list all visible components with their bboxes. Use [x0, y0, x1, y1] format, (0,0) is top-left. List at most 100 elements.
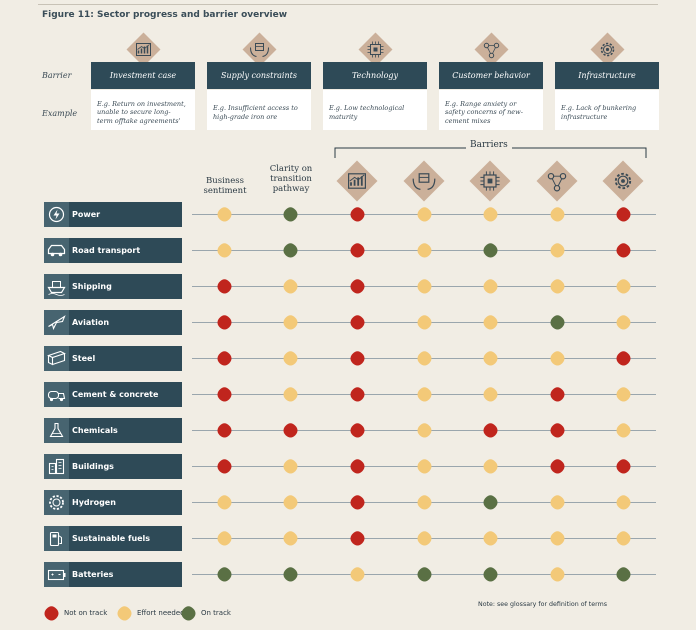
status-dot-effort-needed — [615, 422, 632, 439]
barrier-example: E.g. Insufficient access to high-grade ir… — [207, 90, 311, 130]
sector-row-label: Chemicals — [44, 418, 182, 443]
chip-icon — [358, 32, 393, 67]
status-dot-effort-needed — [282, 386, 299, 403]
status-dot-effort-needed — [416, 350, 433, 367]
example-line: maturity — [329, 112, 358, 121]
sector-name: Batteries — [72, 570, 114, 579]
sector-name: Aviation — [72, 318, 110, 327]
status-dot-effort-needed — [615, 278, 632, 295]
sector-row-label: Steel — [44, 346, 182, 371]
status-dot-not-on-track — [349, 530, 366, 547]
cement-truck-icon — [44, 382, 69, 407]
barrier-name: Technology — [351, 71, 399, 80]
buildings-icon — [44, 454, 69, 479]
status-dot-effort-needed — [282, 530, 299, 547]
status-dot-effort-needed — [349, 566, 366, 583]
legend-dot-on-track — [180, 605, 197, 622]
sector-name: Power — [72, 210, 101, 219]
status-dot-effort-needed — [549, 278, 566, 295]
barrier-example: E.g. Low technological maturity — [323, 90, 427, 130]
status-dot-on-track — [482, 242, 499, 259]
car-icon — [44, 238, 69, 263]
gear-icon — [590, 32, 625, 67]
barrier-header: Technology — [323, 62, 427, 89]
status-dot-effort-needed — [416, 242, 433, 259]
status-dot-effort-needed — [416, 386, 433, 403]
sector-name: Chemicals — [72, 426, 118, 435]
legend-dot-not-on-track — [43, 605, 60, 622]
status-dot-effort-needed — [549, 242, 566, 259]
sector-row-label: Shipping — [44, 274, 182, 299]
sector-row-label: Batteries — [44, 562, 182, 587]
sector-row-label: Road transport — [44, 238, 182, 263]
legend-dot-effort-needed — [116, 605, 133, 622]
barrier-name: Investment case — [109, 71, 177, 80]
status-dot-on-track — [282, 242, 299, 259]
status-dot-not-on-track — [549, 458, 566, 475]
status-dot-effort-needed — [549, 566, 566, 583]
status-dot-effort-needed — [416, 314, 433, 331]
status-dot-effort-needed — [549, 350, 566, 367]
status-dot-effort-needed — [282, 314, 299, 331]
status-dot-effort-needed — [482, 530, 499, 547]
status-dot-effort-needed — [482, 206, 499, 223]
example-line: E.g. Insufficient access to — [213, 104, 298, 113]
plane-icon — [44, 310, 69, 335]
example-row-label: Example — [42, 109, 78, 118]
status-dot-not-on-track — [349, 386, 366, 403]
status-dot-not-on-track — [349, 458, 366, 475]
status-dot-on-track — [282, 206, 299, 223]
sector-name: Buildings — [72, 462, 114, 471]
barrier-header: Supply constraints — [207, 62, 311, 89]
status-dot-effort-needed — [482, 314, 499, 331]
power-icon — [44, 202, 69, 227]
status-dot-not-on-track — [349, 422, 366, 439]
barrier-example: E.g. Range anxiety or safety concerns of … — [439, 90, 543, 130]
example-line: E.g. Lack of bunkering — [561, 104, 637, 113]
chip-icon — [469, 160, 511, 202]
example-line: E.g. Return on investment, — [97, 100, 186, 109]
barrier-name: Infrastructure — [578, 71, 636, 80]
sector-row-label: Buildings — [44, 454, 182, 479]
status-dot-effort-needed — [282, 458, 299, 475]
status-dot-not-on-track — [349, 206, 366, 223]
legend-label: Effort needed — [137, 609, 185, 617]
status-dot-not-on-track — [615, 242, 632, 259]
barriers-group-label: Barriers — [466, 140, 512, 150]
status-dot-not-on-track — [349, 314, 366, 331]
status-dot-effort-needed — [282, 494, 299, 511]
status-dot-on-track — [549, 314, 566, 331]
status-dot-not-on-track — [482, 422, 499, 439]
chart-growth-icon — [126, 32, 161, 67]
barrier-header: Infrastructure — [555, 62, 659, 89]
figure-title: Figure 11: Sector progress and barrier o… — [42, 10, 288, 20]
status-dot-effort-needed — [282, 350, 299, 367]
example-line: high-grade iron ore — [213, 112, 278, 121]
sector-row-label: Hydrogen — [44, 490, 182, 515]
status-dot-on-track — [282, 566, 299, 583]
status-dot-not-on-track — [216, 386, 233, 403]
sector-row-label: Power — [44, 202, 182, 227]
status-dot-not-on-track — [615, 458, 632, 475]
status-dot-effort-needed — [615, 530, 632, 547]
status-dot-not-on-track — [549, 422, 566, 439]
status-dot-not-on-track — [282, 422, 299, 439]
status-dot-effort-needed — [416, 530, 433, 547]
status-dot-on-track — [416, 566, 433, 583]
status-dot-not-on-track — [349, 278, 366, 295]
status-dot-not-on-track — [349, 494, 366, 511]
sector-name: Hydrogen — [72, 498, 116, 507]
status-dot-on-track — [615, 566, 632, 583]
sector-name: Road transport — [72, 246, 141, 255]
top-rule — [38, 4, 658, 5]
clarity-header: Clarity on transition pathway — [269, 164, 313, 195]
barrier-example: E.g. Return on investment, unable to secu… — [91, 90, 195, 130]
footnote: Note: see glossary for definition of ter… — [478, 601, 608, 608]
status-dot-effort-needed — [549, 494, 566, 511]
status-dot-not-on-track — [216, 350, 233, 367]
status-dot-effort-needed — [416, 458, 433, 475]
status-dot-effort-needed — [482, 386, 499, 403]
example-line: E.g. Low technological — [329, 104, 405, 113]
status-dot-effort-needed — [216, 530, 233, 547]
example-line: infrastructure — [561, 112, 608, 121]
